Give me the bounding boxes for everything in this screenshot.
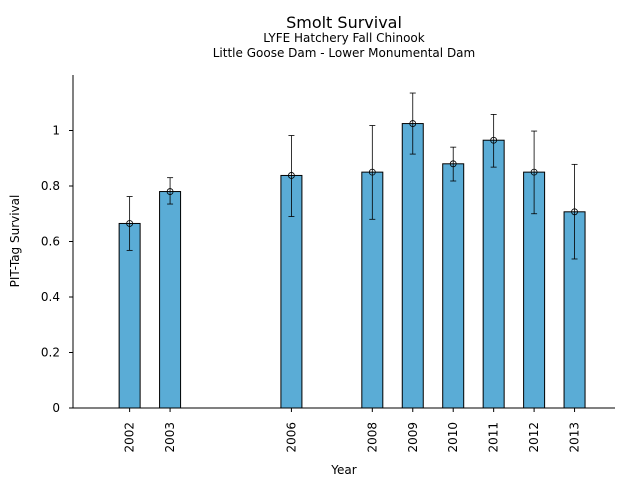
y-tick-label: 0.4	[41, 290, 60, 304]
value-marker	[368, 168, 376, 176]
value-marker	[288, 172, 295, 179]
value-marker	[126, 220, 134, 227]
x-axis-label: Year	[330, 463, 356, 477]
y-tick-label: 0.8	[41, 179, 60, 193]
value-marker	[490, 136, 498, 144]
y-axis-label: PIT-Tag Survival	[8, 195, 22, 288]
bar-2003	[159, 191, 182, 409]
x-tick-label: 2003	[163, 422, 177, 453]
x-tick-label: 2008	[365, 422, 379, 453]
x-tick-label: 2002	[123, 422, 137, 453]
value-marker	[166, 188, 174, 195]
value-marker	[571, 208, 578, 216]
y-tick-label: 0.6	[41, 235, 60, 249]
bar-2011	[482, 139, 505, 409]
x-tick-label: 2011	[487, 422, 501, 453]
bar-2009	[401, 123, 424, 409]
chart-subtitle-1: LYFE Hatchery Fall Chinook	[263, 31, 424, 45]
plot-area: 0 0.2 0.4 0.6 0.8 1 2002 2003 2006 2008 2009 2010 20…	[41, 92, 586, 453]
x-tick-label: 2012	[527, 422, 541, 453]
x-tick-label: 2009	[406, 422, 420, 453]
bar-2002	[118, 222, 141, 409]
y-tick-label: 1	[52, 124, 60, 138]
value-marker	[409, 120, 417, 127]
chart-title: Smolt Survival	[286, 13, 402, 32]
value-marker	[530, 168, 538, 176]
y-tick-label: 0	[52, 401, 60, 415]
x-tick-label: 2010	[446, 422, 460, 453]
y-tick-label: 0.2	[41, 346, 60, 360]
x-tick-label: 2006	[284, 422, 298, 453]
value-marker	[449, 160, 457, 168]
chart-subtitle-2: Little Goose Dam - Lower Monumental Dam	[213, 46, 475, 60]
bar-2010	[442, 163, 465, 409]
x-tick-label: 2013	[568, 422, 582, 453]
